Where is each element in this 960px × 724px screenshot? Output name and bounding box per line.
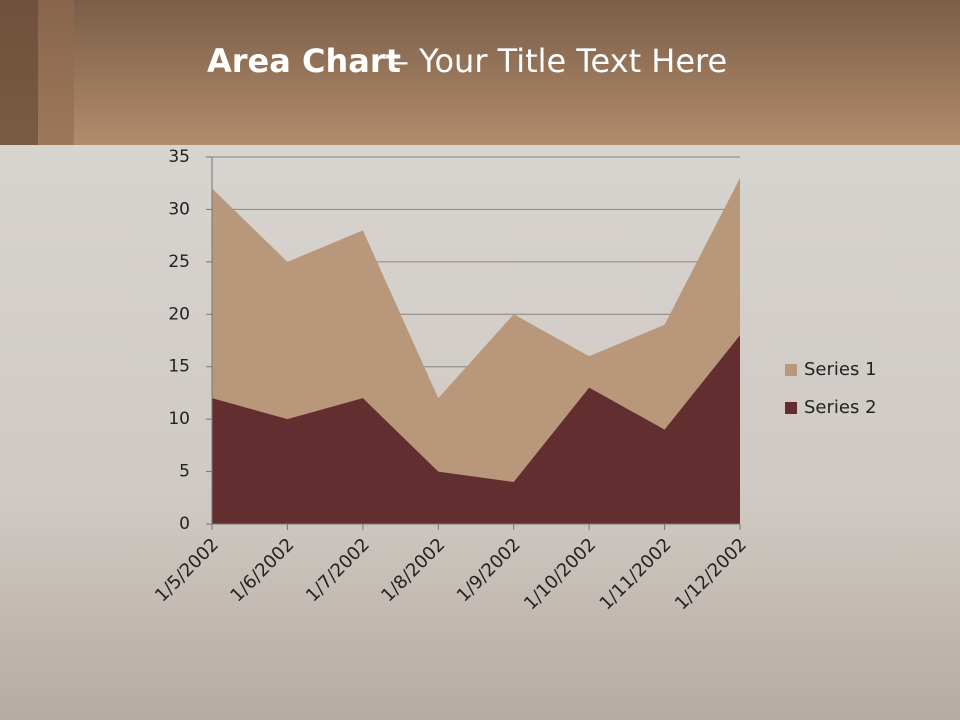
legend-label: Series 2 (804, 397, 877, 418)
legend-swatch (785, 364, 797, 376)
legend-swatch (785, 402, 797, 414)
legend-label: Series 1 (804, 359, 877, 380)
y-tick-label: 30 (168, 199, 190, 219)
area (212, 335, 740, 524)
y-tick-label: 25 (168, 252, 190, 272)
header-accent (0, 0, 38, 145)
chart-title: – Your Title Text Here (393, 42, 727, 80)
y-tick-label: 5 (179, 462, 190, 482)
y-tick-label: 10 (168, 409, 190, 429)
y-tick-label: 15 (168, 357, 190, 377)
header-accent (38, 0, 74, 145)
header-band (0, 0, 960, 145)
y-tick-label: 0 (179, 514, 190, 534)
title-emphasis: Area Chart (207, 42, 401, 80)
y-tick-label: 35 (168, 147, 190, 167)
y-tick-label: 20 (168, 304, 190, 324)
